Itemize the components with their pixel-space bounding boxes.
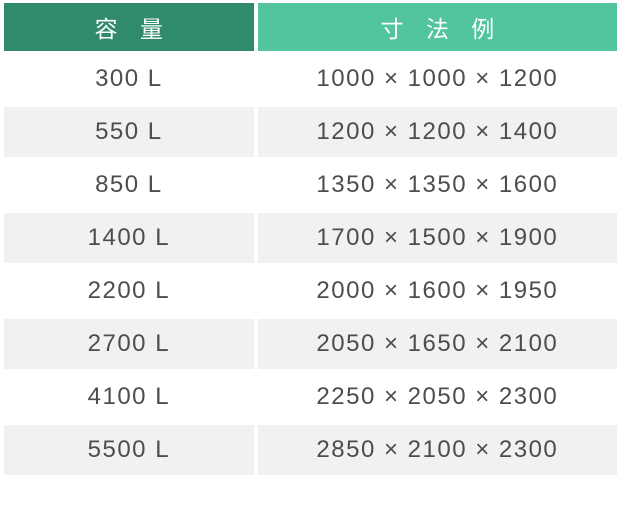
capacity-column-header: 容 量 — [4, 3, 254, 51]
dimensions-cell: 1350 × 1350 × 1600 — [257, 160, 617, 210]
table-row: 300 L 1000 × 1000 × 1200 — [4, 54, 617, 104]
capacity-cell: 4100 L — [4, 372, 254, 422]
dimensions-cell: 1000 × 1000 × 1200 — [257, 54, 617, 104]
capacity-cell: 850 L — [4, 160, 254, 210]
table-row: 1400 L 1700 × 1500 × 1900 — [4, 213, 617, 263]
table-row: 2200 L 2000 × 1600 × 1950 — [4, 266, 617, 316]
table-row: 5500 L 2850 × 2100 × 2300 — [4, 425, 617, 475]
capacity-cell: 550 L — [4, 107, 254, 157]
table-row: 2700 L 2050 × 1650 × 2100 — [4, 319, 617, 369]
dimensions-cell: 1700 × 1500 × 1900 — [257, 213, 617, 263]
capacity-cell: 300 L — [4, 54, 254, 104]
table-row: 550 L 1200 × 1200 × 1400 — [4, 107, 617, 157]
table-row: 850 L 1350 × 1350 × 1600 — [4, 160, 617, 210]
capacity-cell: 2200 L — [4, 266, 254, 316]
dimensions-cell: 2250 × 2050 × 2300 — [257, 372, 617, 422]
capacity-cell: 2700 L — [4, 319, 254, 369]
dimensions-column-header: 寸 法 例 — [257, 3, 617, 51]
table-header-row: 容 量 寸 法 例 — [4, 3, 617, 51]
dimensions-cell: 2850 × 2100 × 2300 — [257, 425, 617, 475]
dimensions-cell: 1200 × 1200 × 1400 — [257, 107, 617, 157]
capacity-cell: 5500 L — [4, 425, 254, 475]
table-row: 4100 L 2250 × 2050 × 2300 — [4, 372, 617, 422]
capacity-dimensions-table: 容 量 寸 法 例 300 L 1000 × 1000 × 1200 550 L… — [4, 3, 617, 475]
dimensions-cell: 2000 × 1600 × 1950 — [257, 266, 617, 316]
dimensions-cell: 2050 × 1650 × 2100 — [257, 319, 617, 369]
capacity-cell: 1400 L — [4, 213, 254, 263]
